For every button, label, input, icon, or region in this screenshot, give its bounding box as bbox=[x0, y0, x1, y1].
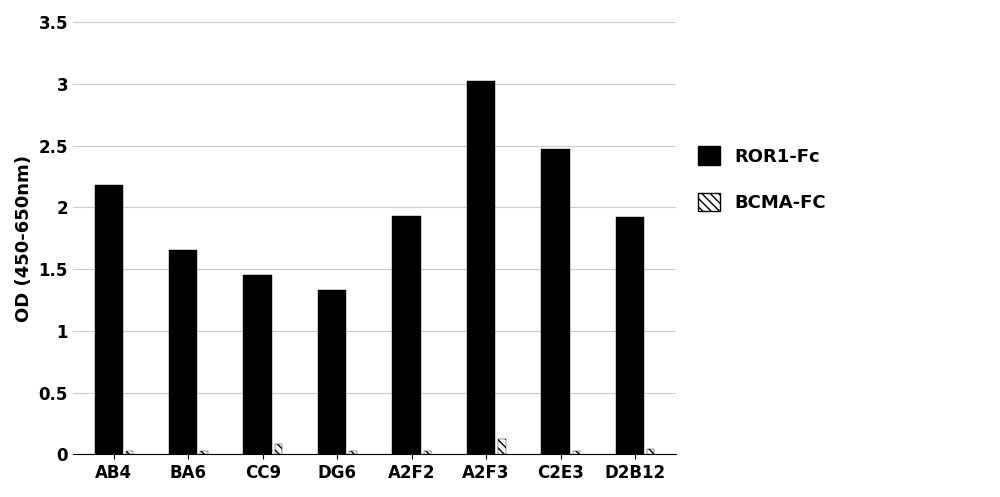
Legend: ROR1-Fc, BCMA-FC: ROR1-Fc, BCMA-FC bbox=[691, 139, 833, 219]
Y-axis label: OD (450-650nm): OD (450-650nm) bbox=[15, 155, 33, 322]
Bar bbox=[95, 185, 123, 454]
Bar bbox=[467, 82, 495, 454]
Bar bbox=[424, 451, 431, 454]
Bar bbox=[616, 217, 644, 454]
Bar bbox=[498, 439, 506, 454]
Bar bbox=[573, 451, 580, 454]
Bar bbox=[126, 451, 133, 454]
Bar bbox=[275, 444, 282, 454]
Bar bbox=[647, 449, 654, 454]
Bar bbox=[541, 149, 570, 454]
Bar bbox=[243, 275, 272, 454]
Bar bbox=[392, 216, 421, 454]
Bar bbox=[200, 451, 208, 454]
Bar bbox=[169, 250, 197, 454]
Bar bbox=[349, 451, 357, 454]
Bar bbox=[318, 290, 346, 454]
